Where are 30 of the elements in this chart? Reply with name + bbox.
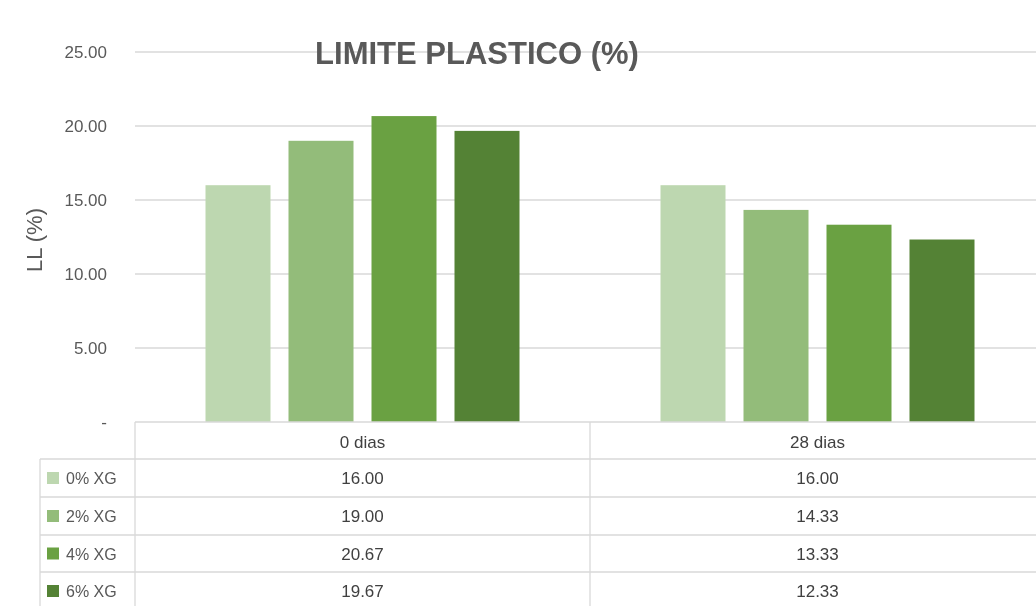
chart-title: LIMITE PLASTICO (%)	[315, 36, 639, 71]
legend-label: 4% XG	[66, 545, 117, 563]
legend-label: 0% XG	[66, 470, 117, 487]
bar	[288, 140, 354, 422]
legend-label: 6% XG	[66, 583, 117, 600]
bar	[371, 116, 437, 422]
data-label: 20.67	[341, 544, 384, 564]
legend-label: 2% XG	[66, 508, 117, 525]
bar	[660, 185, 726, 422]
bar	[454, 130, 520, 422]
data-label: 12.33	[796, 582, 839, 601]
data-label: 19.67	[341, 582, 384, 601]
data-label: 19.00	[341, 507, 384, 526]
data-label: 16.00	[341, 469, 384, 488]
bar	[205, 185, 271, 422]
x-tick-label: 28 dias	[790, 432, 845, 452]
bar	[826, 224, 892, 422]
y-axis-title: LL (%)	[22, 208, 47, 272]
bar	[743, 209, 809, 422]
y-tick-label: 5.00	[73, 338, 107, 358]
y-tick-label: 10.00	[64, 264, 107, 284]
y-tick-label: 25.00	[64, 42, 107, 62]
y-tick-label: -	[101, 412, 107, 432]
data-label: 16.00	[796, 469, 839, 488]
bar	[909, 239, 975, 422]
data-label: 13.33	[796, 544, 839, 564]
data-label: 14.33	[796, 507, 839, 526]
y-tick-label: 15.00	[64, 190, 107, 210]
y-tick-label: 20.00	[64, 116, 107, 136]
x-tick-label: 0 dias	[339, 432, 386, 452]
